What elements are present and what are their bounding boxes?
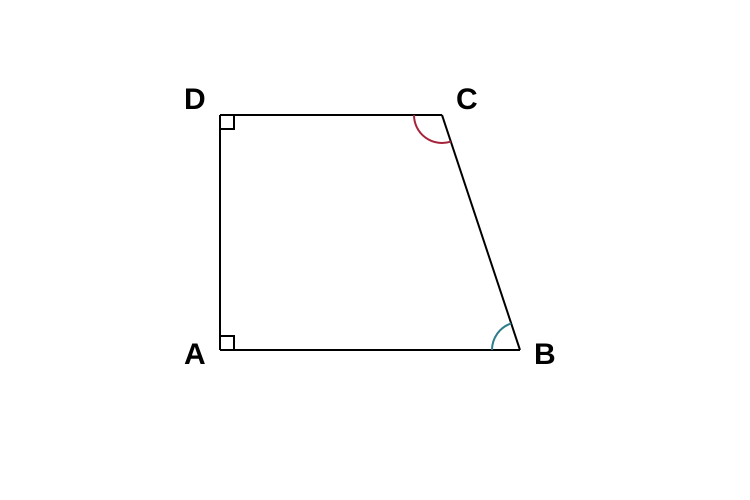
trapezoid-diagram: A B C D [0, 0, 750, 500]
vertex-label-C: C [456, 83, 478, 116]
vertex-label-B: B [534, 338, 556, 371]
vertex-label-A: A [184, 338, 206, 371]
vertex-label-D: D [184, 83, 206, 116]
